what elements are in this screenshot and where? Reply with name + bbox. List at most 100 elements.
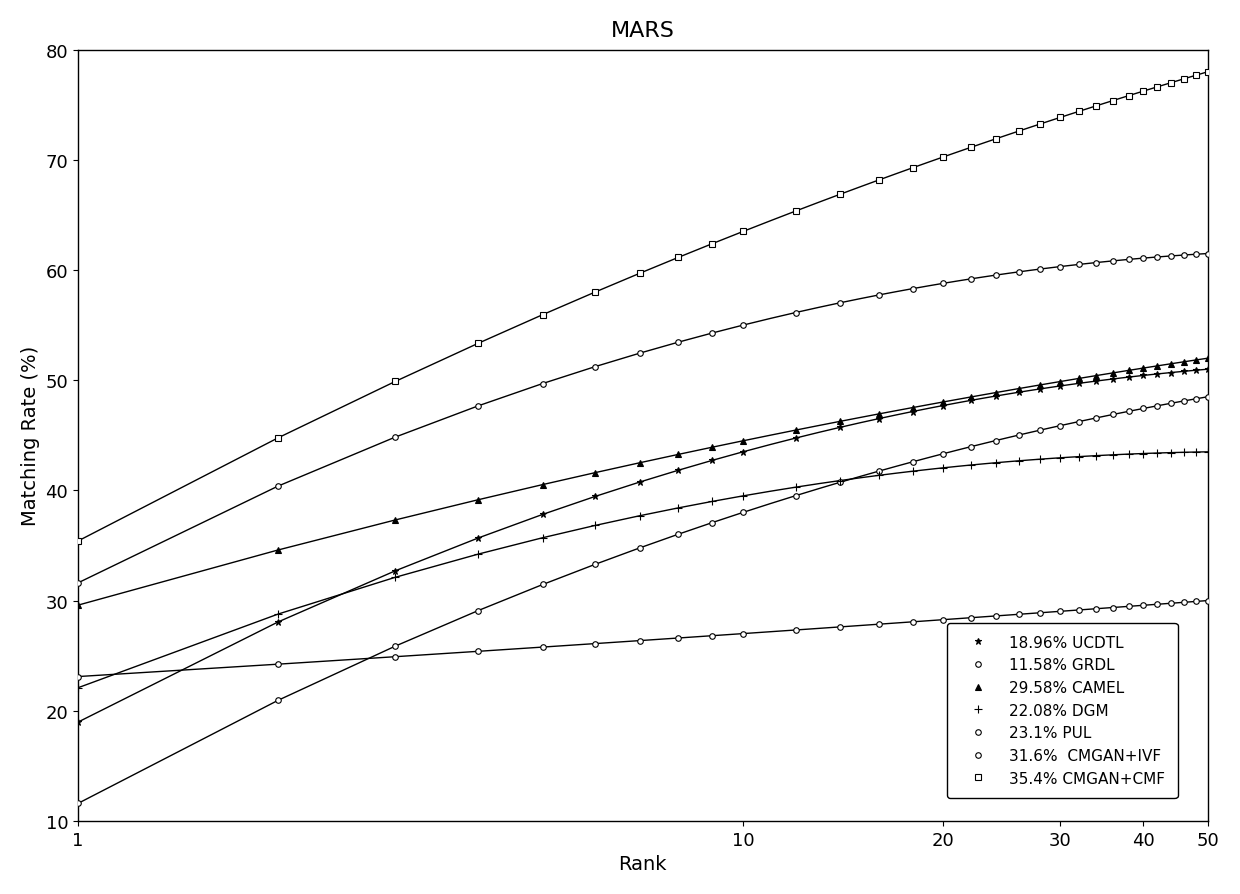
23.1% PUL bbox=[833, 622, 848, 633]
18.96% UCDTL bbox=[706, 455, 720, 466]
23.1% PUL bbox=[789, 625, 804, 636]
22.08% DGM bbox=[1163, 448, 1178, 459]
18.96% UCDTL bbox=[1149, 369, 1164, 380]
11.58% GRDL bbox=[1089, 413, 1104, 424]
18.96% UCDTL bbox=[1071, 378, 1086, 389]
29.58% CAMEL bbox=[1149, 361, 1164, 372]
22.08% DGM bbox=[1136, 449, 1151, 460]
11.58% GRDL bbox=[1136, 404, 1151, 415]
22.08% DGM bbox=[1053, 453, 1068, 464]
22.08% DGM bbox=[833, 476, 848, 486]
23.1% PUL bbox=[963, 612, 978, 623]
18.96% UCDTL bbox=[1163, 367, 1178, 378]
35.4% CMGAN+CMF bbox=[936, 153, 951, 164]
11.58% GRDL bbox=[872, 467, 887, 477]
11.58% GRDL bbox=[1200, 392, 1215, 402]
22.08% DGM bbox=[1033, 454, 1048, 465]
29.58% CAMEL bbox=[388, 515, 403, 526]
31.6%  CMGAN+IVF bbox=[789, 308, 804, 318]
18.96% UCDTL bbox=[471, 533, 486, 544]
18.96% UCDTL bbox=[71, 717, 86, 728]
22.08% DGM bbox=[270, 609, 285, 620]
11.58% GRDL bbox=[71, 798, 86, 809]
22.08% DGM bbox=[71, 683, 86, 694]
18.96% UCDTL bbox=[1012, 387, 1027, 398]
35.4% CMGAN+CMF bbox=[471, 339, 486, 350]
11.58% GRDL bbox=[735, 508, 750, 519]
31.6%  CMGAN+IVF bbox=[632, 349, 647, 359]
22.08% DGM bbox=[388, 572, 403, 583]
29.58% CAMEL bbox=[1189, 355, 1204, 366]
22.08% DGM bbox=[706, 496, 720, 507]
11.58% GRDL bbox=[936, 449, 951, 460]
29.58% CAMEL bbox=[1012, 384, 1027, 394]
35.4% CMGAN+CMF bbox=[1012, 127, 1027, 138]
23.1% PUL bbox=[1121, 602, 1136, 612]
22.08% DGM bbox=[1177, 447, 1192, 458]
11.58% GRDL bbox=[1149, 401, 1164, 412]
23.1% PUL bbox=[1089, 603, 1104, 614]
31.6%  CMGAN+IVF bbox=[1089, 257, 1104, 268]
22.08% DGM bbox=[963, 460, 978, 471]
Line: 23.1% PUL: 23.1% PUL bbox=[76, 598, 1210, 679]
23.1% PUL bbox=[1106, 603, 1121, 613]
22.08% DGM bbox=[1121, 449, 1136, 460]
31.6%  CMGAN+IVF bbox=[1071, 260, 1086, 271]
29.58% CAMEL bbox=[588, 468, 603, 478]
23.1% PUL bbox=[1012, 609, 1027, 620]
23.1% PUL bbox=[1163, 598, 1178, 609]
11.58% GRDL bbox=[1071, 417, 1086, 427]
23.1% PUL bbox=[1189, 596, 1204, 607]
31.6%  CMGAN+IVF bbox=[1053, 262, 1068, 273]
23.1% PUL bbox=[536, 642, 551, 653]
29.58% CAMEL bbox=[1089, 371, 1104, 382]
35.4% CMGAN+CMF bbox=[1106, 96, 1121, 106]
22.08% DGM bbox=[632, 510, 647, 521]
22.08% DGM bbox=[936, 463, 951, 474]
29.58% CAMEL bbox=[1163, 359, 1178, 370]
31.6%  CMGAN+IVF bbox=[270, 481, 285, 492]
29.58% CAMEL bbox=[905, 402, 920, 413]
22.08% DGM bbox=[1200, 447, 1215, 458]
23.1% PUL bbox=[388, 652, 403, 662]
18.96% UCDTL bbox=[270, 617, 285, 628]
29.58% CAMEL bbox=[963, 392, 978, 403]
11.58% GRDL bbox=[671, 529, 686, 540]
22.08% DGM bbox=[1089, 451, 1104, 461]
18.96% UCDTL bbox=[1106, 375, 1121, 385]
23.1% PUL bbox=[936, 614, 951, 625]
22.08% DGM bbox=[588, 520, 603, 531]
35.4% CMGAN+CMF bbox=[71, 536, 86, 547]
18.96% UCDTL bbox=[1189, 366, 1204, 376]
35.4% CMGAN+CMF bbox=[1189, 71, 1204, 81]
29.58% CAMEL bbox=[270, 545, 285, 556]
23.1% PUL bbox=[270, 659, 285, 670]
29.58% CAMEL bbox=[1033, 380, 1048, 391]
11.58% GRDL bbox=[706, 518, 720, 528]
35.4% CMGAN+CMF bbox=[632, 268, 647, 279]
31.6%  CMGAN+IVF bbox=[388, 433, 403, 443]
18.96% UCDTL bbox=[1177, 367, 1192, 377]
29.58% CAMEL bbox=[471, 494, 486, 505]
18.96% UCDTL bbox=[963, 396, 978, 407]
23.1% PUL bbox=[988, 611, 1003, 621]
31.6%  CMGAN+IVF bbox=[706, 328, 720, 339]
31.6%  CMGAN+IVF bbox=[1136, 254, 1151, 265]
22.08% DGM bbox=[471, 549, 486, 560]
29.58% CAMEL bbox=[988, 388, 1003, 399]
35.4% CMGAN+CMF bbox=[1163, 79, 1178, 89]
23.1% PUL bbox=[671, 633, 686, 644]
23.1% PUL bbox=[872, 620, 887, 630]
31.6%  CMGAN+IVF bbox=[471, 401, 486, 412]
Line: 22.08% DGM: 22.08% DGM bbox=[73, 448, 1211, 692]
29.58% CAMEL bbox=[833, 417, 848, 427]
35.4% CMGAN+CMF bbox=[671, 253, 686, 264]
23.1% PUL bbox=[1071, 605, 1086, 616]
18.96% UCDTL bbox=[1053, 381, 1068, 392]
29.58% CAMEL bbox=[1053, 376, 1068, 387]
31.6%  CMGAN+IVF bbox=[833, 298, 848, 308]
22.08% DGM bbox=[1012, 456, 1027, 467]
29.58% CAMEL bbox=[1136, 363, 1151, 374]
11.58% GRDL bbox=[1177, 396, 1192, 407]
11.58% GRDL bbox=[833, 477, 848, 488]
